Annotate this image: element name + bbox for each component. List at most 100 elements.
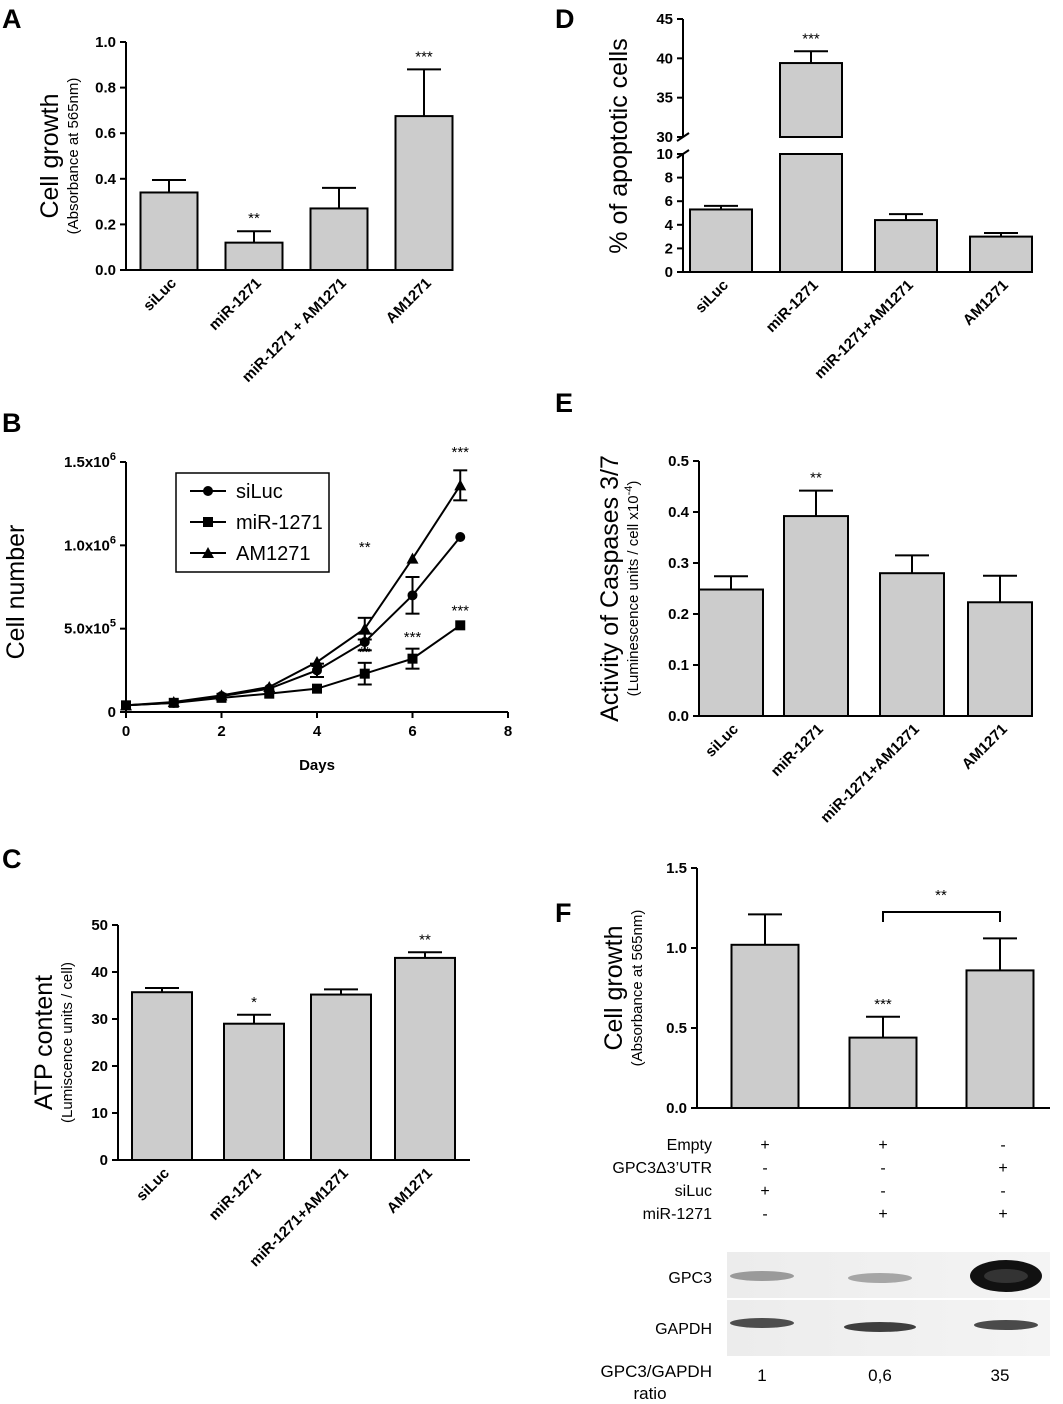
bar-lower-segment (779, 153, 843, 273)
marker-circle (407, 590, 418, 601)
marker-triangle (120, 699, 132, 711)
gpc3-band-core (984, 1269, 1028, 1283)
bar (223, 1022, 285, 1162)
y-tick-label: 0.2 (668, 606, 689, 623)
y-tick-label: 0.6 (95, 125, 116, 142)
condition-mark: + (878, 1206, 887, 1223)
marker-triangle (311, 656, 323, 667)
significance-label: *** (415, 48, 433, 65)
marker-triangle (215, 689, 228, 701)
marker-square (455, 620, 466, 631)
gapdh-band (844, 1322, 916, 1332)
marker-triangle (202, 547, 214, 558)
x-tick-label: 2 (217, 723, 225, 740)
significance-label: ** (359, 644, 371, 661)
y-axis-subtitle: (Absorbance at 565nm) (629, 910, 646, 1067)
bar (730, 943, 800, 1109)
marker-square (312, 683, 322, 694)
marker-triangle (263, 681, 276, 692)
gpc3-band (730, 1271, 794, 1281)
bar (139, 191, 199, 271)
y-axis-subtitle: (Luminescence units / cell x10-4) (623, 481, 642, 697)
condition-mark: + (998, 1206, 1007, 1223)
category-label: miR-1271 (768, 721, 827, 780)
y-tick-label: 0.2 (95, 216, 116, 233)
y-tick-label: 5.0x105 (64, 618, 116, 638)
ratio-value: 0,6 (868, 1366, 892, 1385)
marker-square (359, 668, 370, 679)
series-line (125, 484, 462, 707)
marker-circle (455, 532, 466, 542)
x-tick-label: 6 (408, 723, 416, 740)
y-axis-subtitle: (Lumiscence units / cell) (59, 962, 76, 1123)
condition-label: GPC3Δ3’UTR (612, 1160, 712, 1177)
y-tick-label: 0.0 (666, 1100, 687, 1117)
significance-label: ** (419, 931, 431, 948)
legend-label: AM1271 (236, 543, 311, 565)
significance-label: * (251, 994, 257, 1011)
y-tick-label: 0 (665, 264, 673, 281)
category-label: siLuc (133, 1165, 173, 1205)
series-line (125, 624, 461, 707)
category-label: miR-1271+AM1271 (246, 1165, 351, 1270)
significance-bracket (882, 911, 1001, 922)
chart-e-caspases: 0.0 0.1 0.2 0.3 0.4 0.5 siLuc ** miR-1271miR-127… (596, 453, 1033, 826)
panel-label-b: B (2, 408, 22, 438)
condition-label: miR-1271 (643, 1206, 712, 1223)
legend-label: miR-1271 (236, 512, 323, 534)
panel-label-f: F (555, 898, 572, 928)
y-tick-label: 2 (665, 240, 673, 257)
bar (783, 515, 849, 718)
y-tick-label: 50 (91, 917, 108, 934)
category-label: miR-1271 (763, 277, 822, 336)
y-axis-subtitle-end: ) (625, 481, 642, 486)
bar (689, 208, 753, 274)
y-tick-label: 0.1 (668, 657, 689, 674)
gapdh-band (730, 1318, 794, 1328)
y-tick-label: 0.5 (668, 453, 689, 470)
y-tick-label: 30 (656, 129, 673, 146)
marker-circle (312, 665, 322, 676)
legend-entry: AM1271 (190, 543, 311, 565)
y-axis-subtitle-text: (Luminescence units / cell x10 (625, 495, 642, 696)
condition-mark: - (1000, 1137, 1005, 1154)
condition-mark: - (762, 1160, 767, 1177)
bar (879, 572, 945, 718)
y-tick-label: 45 (656, 11, 673, 28)
x-tick-label: 0 (122, 723, 130, 740)
y-tick-label-base: 1.0x10 (64, 537, 110, 554)
category-label: AM1271 (960, 277, 1012, 329)
y-tick-label: 0 (100, 1152, 108, 1169)
gapdh-band (974, 1320, 1038, 1330)
gpc3-band (848, 1273, 912, 1283)
chart-a-cell-growth: 0.00.20.40.60.81.0siLuc**miR-1271miR-127… (36, 34, 454, 386)
significance-label: ** (248, 210, 260, 227)
panel-label-e: E (555, 388, 573, 418)
bar (394, 956, 456, 1162)
panel-label-c: C (2, 844, 22, 874)
y-tick-label-base: 0 (108, 704, 116, 721)
condition-mark: + (998, 1160, 1007, 1177)
condition-mark: - (762, 1206, 767, 1223)
condition-mark: - (880, 1183, 885, 1200)
y-tick-label: 6 (665, 193, 673, 210)
legend-label: siLuc (236, 481, 283, 503)
bar (698, 588, 764, 718)
category-label: AM1271 (383, 275, 435, 327)
y-tick-label: 0.0 (95, 262, 116, 279)
marker-triangle (454, 479, 467, 491)
marker-triangle (167, 696, 180, 707)
y-tick-label: 1.0x106 (64, 534, 116, 554)
condition-mark: - (880, 1160, 885, 1177)
y-tick-label-base: 1.5x10 (64, 454, 110, 471)
significance-label: *** (874, 996, 892, 1013)
x-tick-label: 4 (313, 723, 322, 740)
y-tick-label: 10 (91, 1105, 108, 1122)
bar (310, 993, 372, 1161)
series-AM1271 (120, 469, 468, 711)
y-tick-label: 30 (91, 1011, 108, 1028)
ratio-value: 35 (991, 1366, 1010, 1385)
y-tick-label-exponent: 6 (110, 451, 116, 463)
y-tick-label: 1.0 (666, 940, 687, 957)
